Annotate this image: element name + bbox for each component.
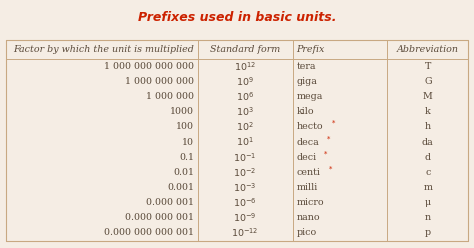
Text: hecto: hecto xyxy=(296,123,323,131)
Text: 1 000 000: 1 000 000 xyxy=(146,92,194,101)
Text: 1 000 000 000 000: 1 000 000 000 000 xyxy=(104,62,194,71)
Text: tera: tera xyxy=(296,62,316,71)
Text: m: m xyxy=(423,183,432,192)
Text: $10^{12}$: $10^{12}$ xyxy=(234,60,256,73)
Text: 0.001: 0.001 xyxy=(167,183,194,192)
Text: $10^{-1}$: $10^{-1}$ xyxy=(233,151,257,163)
Text: deca: deca xyxy=(296,138,319,147)
Text: hecto: hecto xyxy=(296,123,323,131)
Text: $10^{2}$: $10^{2}$ xyxy=(236,121,254,133)
Text: $10^{-6}$: $10^{-6}$ xyxy=(233,196,257,209)
Text: $10^{6}$: $10^{6}$ xyxy=(236,90,254,103)
Text: 0.01: 0.01 xyxy=(173,168,194,177)
Text: T: T xyxy=(425,62,431,71)
Text: 1000: 1000 xyxy=(170,107,194,116)
Text: h: h xyxy=(425,123,431,131)
Text: $10^{-12}$: $10^{-12}$ xyxy=(231,227,259,239)
Text: 0.000 001: 0.000 001 xyxy=(146,198,194,207)
Text: milli: milli xyxy=(296,183,318,192)
Text: 0.000 000 001: 0.000 000 001 xyxy=(125,213,194,222)
Text: 10: 10 xyxy=(182,138,194,147)
Text: da: da xyxy=(422,138,434,147)
Text: $10^{1}$: $10^{1}$ xyxy=(236,136,254,148)
Text: $10^{-9}$: $10^{-9}$ xyxy=(233,212,257,224)
Text: n: n xyxy=(425,213,431,222)
Text: d: d xyxy=(425,153,431,162)
Bar xyxy=(6,40,468,241)
Text: mega: mega xyxy=(296,92,323,101)
Text: *: * xyxy=(327,135,330,143)
Text: 0.000 000 000 001: 0.000 000 000 001 xyxy=(104,228,194,238)
Text: Standard form: Standard form xyxy=(210,45,280,54)
Text: G: G xyxy=(424,77,432,86)
Text: Factor by which the unit is multiplied: Factor by which the unit is multiplied xyxy=(13,45,194,54)
Text: *: * xyxy=(328,165,332,173)
Text: centi: centi xyxy=(296,168,320,177)
Text: Prefixes used in basic units.: Prefixes used in basic units. xyxy=(138,11,336,24)
Text: *: * xyxy=(332,120,336,128)
Text: p: p xyxy=(425,228,431,238)
Text: deci: deci xyxy=(296,153,317,162)
Text: $10^{-3}$: $10^{-3}$ xyxy=(233,181,257,194)
Text: c: c xyxy=(425,168,430,177)
Text: kilo: kilo xyxy=(296,107,314,116)
Text: k: k xyxy=(425,107,431,116)
Text: $10^{9}$: $10^{9}$ xyxy=(236,75,254,88)
Text: Prefix: Prefix xyxy=(296,45,325,54)
Text: M: M xyxy=(423,92,433,101)
Text: $10^{3}$: $10^{3}$ xyxy=(236,105,254,118)
Text: Abbreviation: Abbreviation xyxy=(397,45,459,54)
Text: 100: 100 xyxy=(176,123,194,131)
Text: deci: deci xyxy=(296,153,317,162)
Text: giga: giga xyxy=(296,77,317,86)
Text: 1 000 000 000: 1 000 000 000 xyxy=(125,77,194,86)
Text: nano: nano xyxy=(296,213,320,222)
Text: $10^{-2}$: $10^{-2}$ xyxy=(234,166,257,179)
Text: μ: μ xyxy=(425,198,431,207)
Text: pico: pico xyxy=(296,228,317,238)
Text: deca: deca xyxy=(296,138,319,147)
Text: *: * xyxy=(324,150,327,158)
Text: 0.1: 0.1 xyxy=(179,153,194,162)
Text: micro: micro xyxy=(296,198,324,207)
Text: centi: centi xyxy=(296,168,320,177)
